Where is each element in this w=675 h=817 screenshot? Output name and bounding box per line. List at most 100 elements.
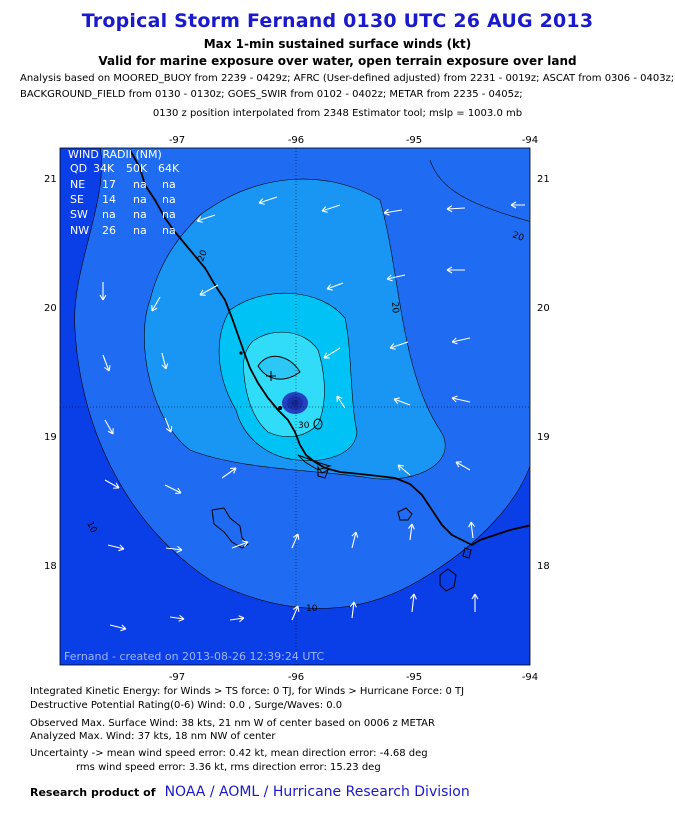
- wind-arrow: [446, 205, 466, 213]
- contour-label-10-s: 10: [306, 604, 318, 614]
- analyzed-max-wind: Analyzed Max. Wind: 37 kts, 18 nm NW of …: [30, 731, 276, 742]
- wind-arrow: [165, 545, 183, 553]
- wind-radii-nw-34k: 26: [102, 224, 116, 237]
- wind-radii-ne-34k: 17: [102, 178, 116, 191]
- wind-radii-ne-64k: na: [162, 178, 176, 191]
- wind-radii-nw-quad: NW: [70, 224, 89, 237]
- wind-arrow: [393, 397, 411, 406]
- lon-tick-top-3: -95: [406, 135, 422, 146]
- wind-arrow: [104, 419, 114, 435]
- wind-arrow: [321, 204, 341, 213]
- lon-tick-top-4: -94: [522, 135, 538, 146]
- analysis-sources-line-2: BACKGROUND_FIELD from 0130 - 0130z; GOES…: [20, 89, 523, 100]
- map-frame: [59, 147, 531, 666]
- wind-radii-ne-50k: na: [133, 178, 147, 191]
- credit-label: Research product of: [30, 786, 156, 799]
- wind-arrow: [407, 523, 415, 541]
- wind-arrow: [326, 282, 344, 291]
- lon-tick-top-1: -97: [169, 135, 185, 146]
- wind-radii-sw-34k: na: [102, 208, 116, 221]
- wind-radii-title: WIND RADII (NM): [68, 148, 162, 161]
- wind-arrow: [164, 417, 173, 433]
- wind-radii-se-quad: SE: [70, 193, 84, 206]
- wind-arrow: [349, 601, 357, 619]
- wind-radii-hdr-50k: 50K: [126, 162, 148, 175]
- wind-vectors: [99, 196, 525, 632]
- wind-arrow: [389, 341, 409, 350]
- wind-radii-se-64k: na: [162, 193, 176, 206]
- lat-tick-right-4: 18: [537, 561, 550, 572]
- lat-tick-left-4: 18: [44, 561, 57, 572]
- lat-tick-right-1: 21: [537, 174, 550, 185]
- wind-radii-nw-50k: na: [133, 224, 147, 237]
- wind-radii-hdr-qd: QD: [70, 162, 87, 175]
- wind-arrow: [104, 479, 120, 489]
- lon-tick-top-2: -96: [288, 135, 304, 146]
- wind-arrow: [107, 544, 125, 552]
- lat-tick-left-3: 19: [44, 432, 57, 443]
- lat-tick-right-3: 19: [537, 432, 550, 443]
- contour-label-20-e: 20: [389, 301, 400, 314]
- wind-radii-se-50k: na: [133, 193, 147, 206]
- contour-label-10-sw: 10: [84, 520, 98, 535]
- wind-radii-ne-quad: NE: [70, 178, 85, 191]
- wind-arrow: [169, 614, 185, 622]
- wind-arrow: [231, 540, 249, 549]
- storm-position-marker: [266, 371, 276, 381]
- wind-arrow: [451, 395, 471, 403]
- ike-text: Integrated Kinetic Energy: for Winds > T…: [30, 686, 465, 697]
- wind-arrow: [99, 282, 107, 301]
- wind-arrow: [229, 615, 245, 623]
- uncertainty-mean: Uncertainty -> mean wind speed error: 0.…: [30, 748, 428, 759]
- subtitle-winds: Max 1-min sustained surface winds (kt): [203, 37, 472, 51]
- wind-analysis-map: -97 -96 -95 -94 -97 -96 -95 -94 21 20 19…: [44, 135, 550, 683]
- wind-arrow: [351, 531, 359, 549]
- wind-arrow: [468, 521, 476, 539]
- wind-arrow: [102, 354, 111, 372]
- lon-tick-bottom-4: -94: [522, 672, 538, 683]
- wind-arrow: [471, 593, 479, 612]
- wind-radii-se-34k: 14: [102, 193, 116, 206]
- credit-organization[interactable]: NOAA / AOML / Hurricane Research Divisio…: [164, 784, 470, 800]
- wind-arrow: [383, 208, 403, 216]
- wind-arrow: [291, 533, 300, 549]
- wind-arrow: [336, 395, 346, 409]
- wind-arrow: [451, 337, 471, 345]
- created-timestamp: Fernand - created on 2013-08-26 12:39:24…: [64, 650, 324, 663]
- lat-tick-left-1: 21: [44, 174, 57, 185]
- wind-radii-hdr-34k: 34K: [93, 162, 115, 175]
- wind-arrow: [323, 347, 341, 359]
- wind-arrow: [199, 284, 219, 296]
- contour-label-30: 30: [298, 421, 310, 431]
- wind-arrow: [397, 464, 411, 476]
- wind-arrow: [455, 461, 471, 471]
- wind-arrow: [109, 624, 127, 632]
- wind-radii-hdr-64k: 64K: [158, 162, 180, 175]
- wind-radii-table: WIND RADII (NM) QD 34K 50K 64K NE 17 na …: [68, 148, 180, 237]
- wind-arrow: [258, 196, 278, 205]
- storm-center: [291, 400, 299, 406]
- wind-arrow: [196, 214, 216, 223]
- lat-tick-right-2: 20: [537, 303, 550, 314]
- lat-tick-left-2: 20: [44, 303, 57, 314]
- coastline: [129, 149, 530, 547]
- subtitle-exposure: Valid for marine exposure over water, op…: [98, 54, 577, 68]
- wind-radii-sw-64k: na: [162, 208, 176, 221]
- wind-arrow: [221, 467, 237, 479]
- wind-arrow: [510, 201, 525, 209]
- lon-tick-bottom-2: -96: [288, 672, 304, 683]
- wind-radii-sw-50k: na: [133, 208, 147, 221]
- wind-arrow: [291, 605, 300, 621]
- page-title: Tropical Storm Fernand 0130 UTC 26 AUG 2…: [81, 10, 594, 32]
- wind-arrow: [161, 352, 169, 370]
- wind-arrow: [386, 274, 406, 282]
- wind-arrow: [410, 593, 417, 613]
- credit-line: Research product of NOAA / AOML / Hurric…: [30, 781, 470, 800]
- observed-max-wind: Observed Max. Surface Wind: 38 kts, 21 n…: [30, 718, 435, 729]
- lon-tick-bottom-3: -95: [406, 672, 422, 683]
- wind-arrow: [151, 296, 161, 312]
- wind-radii-sw-quad: SW: [70, 208, 88, 221]
- wind-arrow: [164, 484, 182, 494]
- contour-label-20-nw: 20: [196, 249, 209, 263]
- lon-tick-bottom-1: -97: [169, 672, 185, 683]
